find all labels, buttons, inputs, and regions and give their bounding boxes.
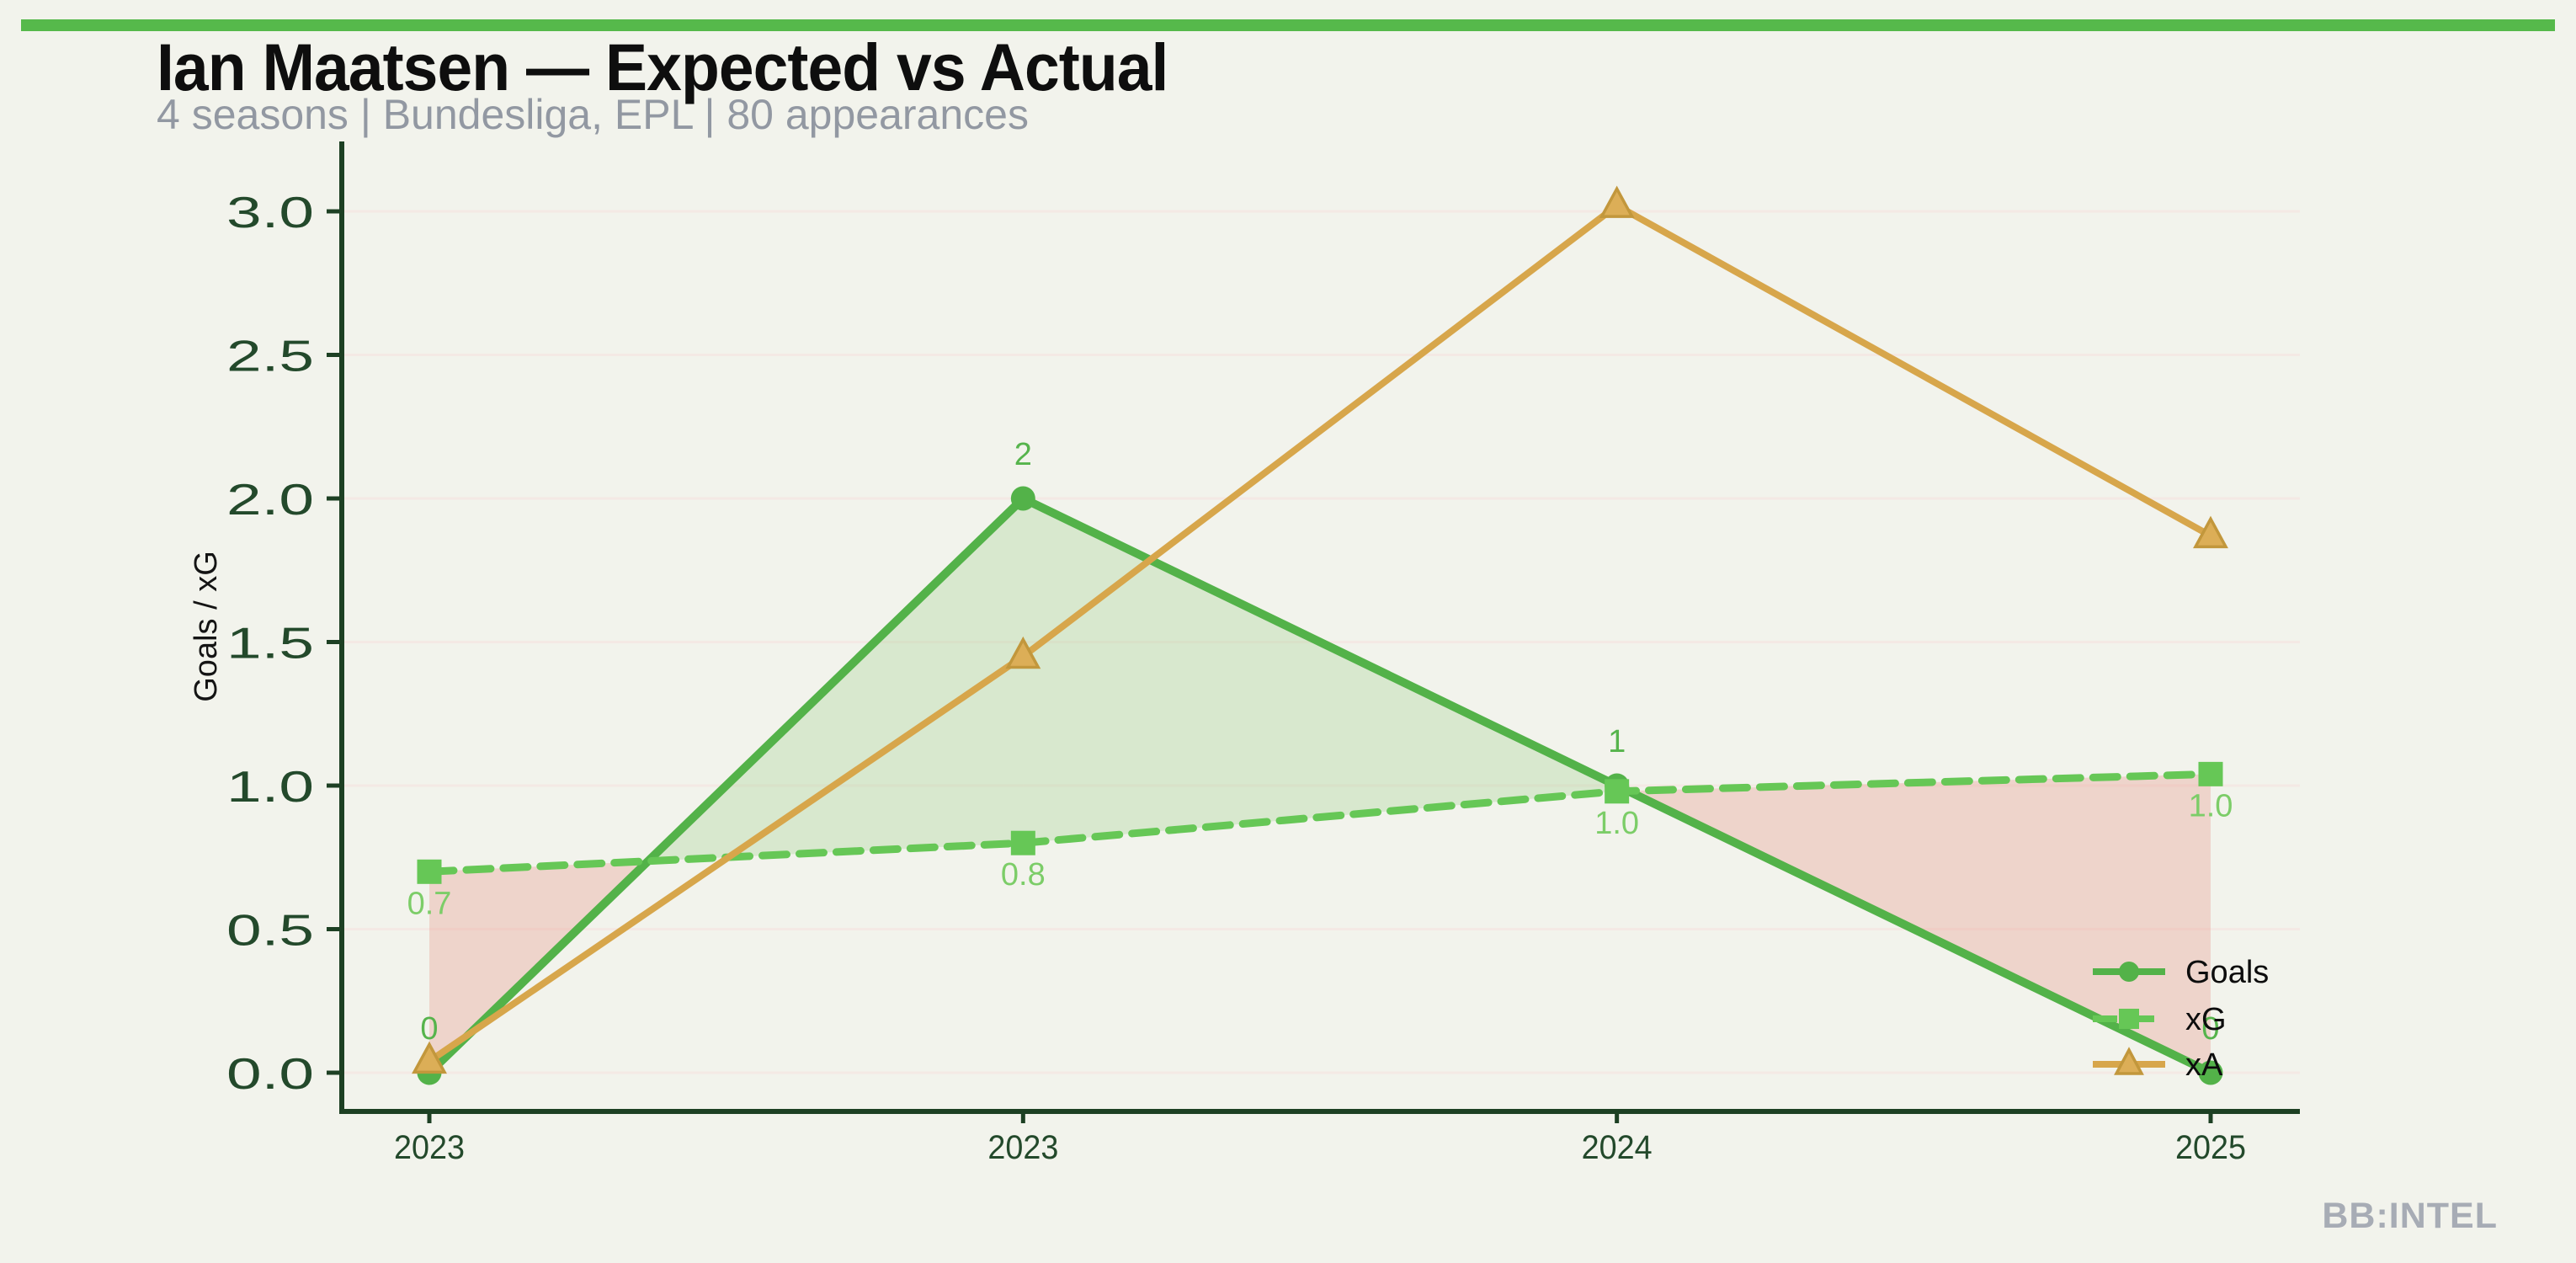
x-tick-label: 2023 bbox=[987, 1129, 1058, 1166]
goals-point-marker bbox=[1010, 486, 1035, 511]
legend-item-xa: xA bbox=[2093, 1047, 2223, 1083]
y-tick-label: 2.0 bbox=[226, 476, 314, 525]
xg-point-marker bbox=[2119, 1009, 2139, 1029]
y-tick-label: 1.0 bbox=[226, 763, 314, 812]
x-tick-label: 2025 bbox=[2175, 1129, 2246, 1166]
x-tick-label: 2024 bbox=[1582, 1129, 1653, 1166]
legend: Goals xG xA bbox=[2093, 955, 2269, 1083]
xa-point-marker bbox=[2193, 515, 2228, 549]
point-value-label: 0 bbox=[2201, 1011, 2219, 1047]
point-value-label: 0 bbox=[420, 1011, 438, 1047]
legend-label: Goals bbox=[2185, 955, 2269, 990]
overperformance-fill bbox=[1023, 498, 1617, 844]
xg-point-marker bbox=[1605, 779, 1630, 804]
y-tick-label: 3.0 bbox=[226, 189, 314, 237]
point-value-label: 1 bbox=[1608, 724, 1626, 759]
xa-point-marker bbox=[1005, 636, 1041, 669]
xa-point-marker bbox=[412, 1041, 447, 1074]
series-xa bbox=[412, 185, 2228, 1074]
y-tick-label: 0.0 bbox=[226, 1050, 314, 1099]
axes: 0.0 0.5 1.0 1.5 2.0 2.5 3.0 2023 2023 2024 2025 bbox=[226, 141, 2300, 1166]
goals-point-marker bbox=[2198, 1060, 2223, 1085]
legend-label: xG bbox=[2185, 1002, 2227, 1037]
legend-item-xg: xG bbox=[2093, 1002, 2227, 1037]
accent-bar bbox=[21, 19, 2555, 31]
point-value-label: 0.8 bbox=[1001, 857, 1046, 893]
point-value-label: 1.0 bbox=[1594, 806, 1639, 841]
goals-point-marker bbox=[2119, 962, 2139, 982]
xg-point-marker bbox=[2198, 761, 2223, 786]
page-subtitle: 4 seasons | Bundesliga, EPL | 80 appeara… bbox=[157, 91, 1029, 138]
y-tick-label: 0.5 bbox=[226, 907, 314, 956]
point-value-label: 0.7 bbox=[407, 886, 452, 921]
series-line-goals bbox=[425, 493, 2215, 1077]
legend-label: xA bbox=[2185, 1047, 2223, 1083]
xa-point-marker bbox=[1599, 185, 1635, 218]
xg-point-marker bbox=[417, 859, 442, 884]
series-line-xa bbox=[426, 201, 2214, 1065]
point-value-labels: 0 2 1 0 0.7 0.8 1.0 1.0 bbox=[407, 437, 2233, 1047]
point-value-label: 1.0 bbox=[2189, 788, 2233, 823]
y-tick-label: 2.5 bbox=[226, 333, 314, 381]
y-axis-label: Goals / xG bbox=[189, 551, 224, 702]
y-tick-label: 1.5 bbox=[226, 620, 314, 669]
xg-point-marker bbox=[1010, 830, 1035, 855]
x-tick-label: 2023 bbox=[394, 1129, 465, 1166]
point-value-label: 2 bbox=[1014, 437, 1032, 472]
watermark: BB:INTEL bbox=[2322, 1196, 2498, 1236]
page-title: Ian Maatsen — Expected vs Actual bbox=[157, 29, 1168, 104]
legend-item-goals: Goals bbox=[2093, 955, 2269, 990]
xa-point-marker bbox=[2114, 1047, 2144, 1075]
